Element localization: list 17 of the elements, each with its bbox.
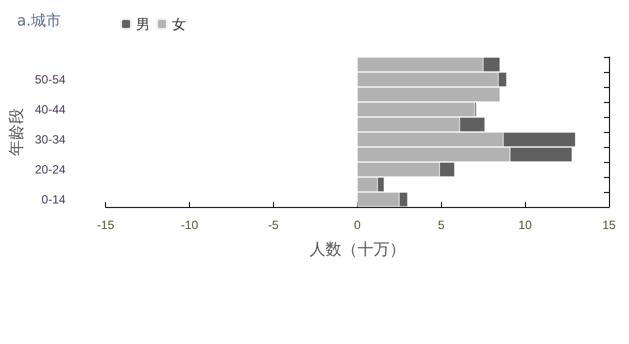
x-axis-title: 人数（十万）	[309, 240, 406, 258]
y-axis-title: 年龄段	[6, 108, 26, 156]
y-tick-label: 20-24	[34, 162, 66, 176]
y-tick-label: 40-44	[34, 102, 66, 116]
legend-label: 女	[172, 16, 186, 32]
x-tick-label: -10	[180, 218, 198, 232]
y-tick-label: 50-54	[34, 72, 66, 86]
x-tick-label: 0	[354, 218, 361, 232]
x-tick-label: -15	[96, 218, 115, 232]
x-tick-label: 5	[438, 218, 445, 232]
y-tick-label: 0-14	[42, 192, 66, 206]
x-tick-label: -5	[268, 218, 280, 232]
y-tick-label: 30-34	[34, 132, 66, 146]
legend-label: 男	[136, 16, 150, 32]
chart-title: a.城市	[17, 12, 61, 30]
x-tick-label: 15	[602, 218, 616, 232]
x-tick-label: 10	[518, 218, 532, 232]
